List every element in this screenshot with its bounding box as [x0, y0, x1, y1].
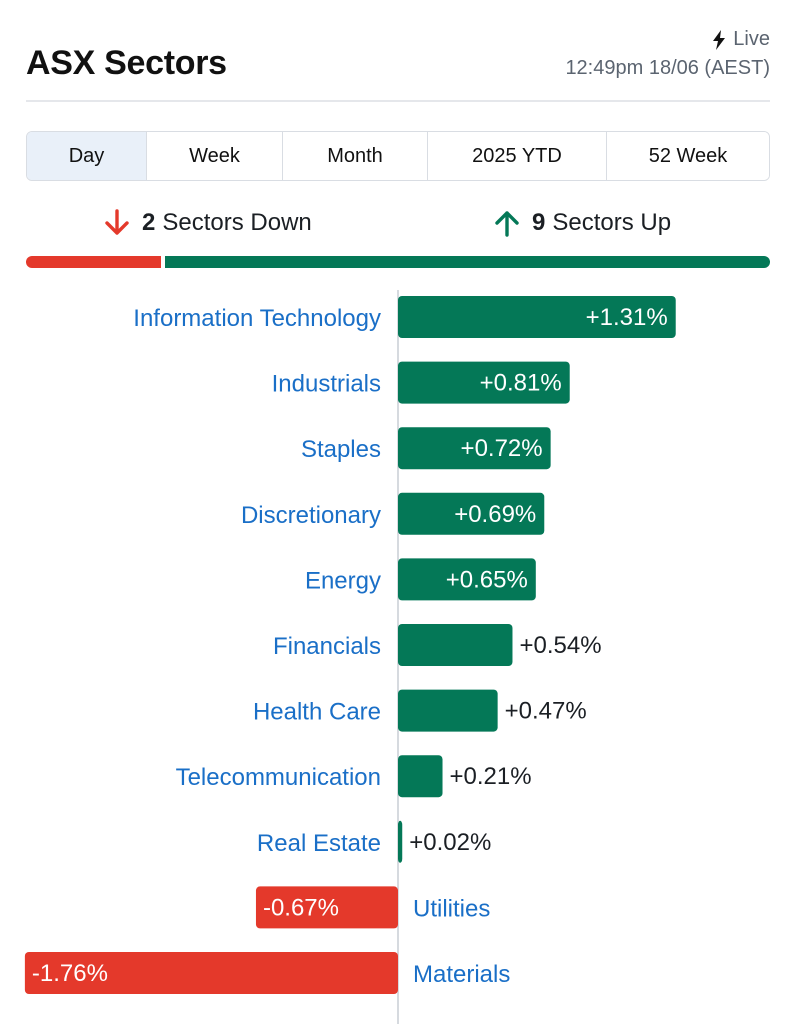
category-label[interactable]: Information Technology — [133, 305, 381, 332]
value-label: -0.67% — [263, 894, 339, 921]
value-label: +0.47% — [505, 698, 587, 725]
sectors-up-count: 9 — [532, 209, 546, 236]
arrow-up-icon — [495, 211, 519, 237]
bar-real-estate[interactable] — [398, 820, 403, 863]
value-label: -1.76% — [32, 960, 108, 987]
bar-staples[interactable] — [398, 427, 551, 470]
category-label[interactable]: Energy — [305, 567, 381, 594]
category-label[interactable]: Utilities — [413, 895, 490, 922]
tab-month[interactable]: Month — [283, 132, 428, 180]
tab-month-label: Month — [327, 144, 383, 167]
category-label[interactable]: Discretionary — [241, 502, 381, 529]
category-label[interactable]: Industrials — [272, 371, 381, 398]
bar-materials[interactable] — [24, 952, 398, 994]
value-label: +1.31% — [586, 304, 668, 331]
bar-financials[interactable] — [398, 624, 513, 666]
value-label: +0.65% — [446, 566, 528, 593]
live-indicator: Live — [711, 28, 770, 51]
bar-information-technology[interactable] — [398, 296, 676, 338]
value-label: +0.54% — [519, 632, 601, 659]
value-label: +0.02% — [409, 829, 491, 856]
tab-week[interactable]: Week — [147, 132, 283, 180]
tab-day[interactable]: Day — [27, 132, 147, 180]
tab-2025-ytd-label: 2025 YTD — [472, 144, 562, 167]
category-label[interactable]: Real Estate — [257, 830, 381, 857]
tab-52-week[interactable]: 52 Week — [607, 132, 769, 180]
value-label: +0.81% — [480, 370, 562, 397]
category-label[interactable]: Staples — [301, 436, 381, 463]
value-label: +0.72% — [461, 435, 543, 462]
timestamp: 12:49pm 18/06 (AEST) — [565, 57, 770, 79]
bar-industrials[interactable] — [398, 361, 570, 404]
header-divider — [26, 100, 770, 102]
bar-telecommunication[interactable] — [398, 755, 443, 798]
bar-utilities[interactable] — [255, 886, 398, 929]
category-label[interactable]: Financials — [273, 633, 381, 660]
arrow-down-icon — [105, 209, 129, 235]
tab-52-week-label: 52 Week — [648, 144, 728, 167]
page-title: ASX Sectors — [26, 44, 227, 82]
bar-energy[interactable] — [398, 558, 536, 601]
tab-2025-ytd[interactable]: 2025 YTD — [428, 132, 607, 180]
lightning-icon — [713, 29, 726, 50]
category-label[interactable]: Telecommunication — [176, 764, 381, 791]
bar-discretionary[interactable] — [398, 492, 545, 535]
sectors-down-label: Sectors Down — [162, 209, 312, 236]
live-label: Live — [733, 28, 770, 50]
period-tabs: Day Week Month 2025 YTD 52 Week — [26, 131, 770, 181]
bar-health-care[interactable] — [398, 689, 498, 732]
sectors-down-count: 2 — [142, 209, 156, 236]
balance-up-segment — [165, 256, 770, 268]
tab-day-label: Day — [68, 144, 105, 167]
sectors-down-summary: 2 Sectors Down — [104, 208, 312, 238]
balance-down-segment — [26, 256, 162, 268]
value-label: +0.69% — [454, 501, 536, 528]
value-label: +0.21% — [450, 763, 532, 790]
category-label[interactable]: Materials — [413, 961, 510, 988]
sectors-up-summary: 9 Sectors Up — [494, 208, 671, 238]
category-label[interactable]: Health Care — [253, 699, 381, 726]
sector-balance-bar — [26, 256, 770, 268]
tab-week-label: Week — [189, 144, 240, 167]
sector-bar-chart: Information Technology +1.31% Industrials +… — [24, 290, 676, 1024]
sectors-up-label: Sectors Up — [552, 209, 672, 236]
